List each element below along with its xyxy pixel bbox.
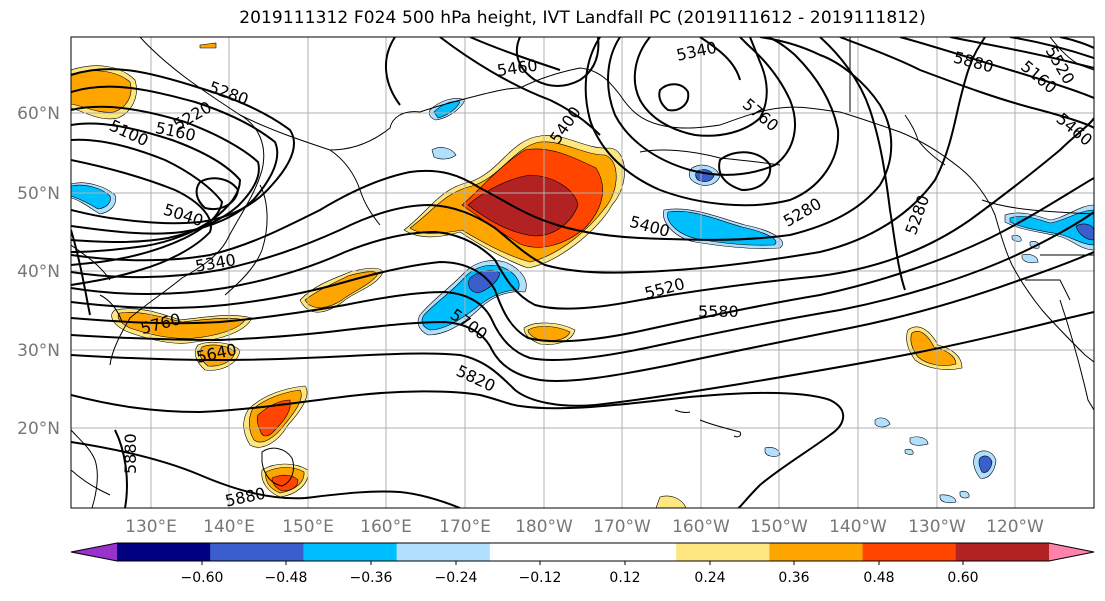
- colorbar-segment: [71, 543, 117, 561]
- colorbar-segment: [955, 543, 1050, 561]
- colorbar-outline: [70, 542, 1095, 562]
- longitude-labels: 130°E 140°E 150°E 160°E 170°E 180°W 170°…: [125, 517, 1044, 537]
- map-frame: [70, 36, 1095, 509]
- colorbar-segment: [396, 543, 491, 561]
- colorbar-ticks: [201, 561, 964, 565]
- colorbar-tick-label: 0.24: [694, 570, 725, 586]
- colorbar: −0.60 −0.48 −0.36 −0.24 −0.12 0.12 0.24 …: [70, 542, 1095, 586]
- contour-label: 5580: [698, 302, 739, 321]
- lon-label: 160°E: [360, 517, 412, 537]
- colorbar-tick-label: −0.60: [181, 570, 224, 586]
- lon-label: 140°W: [829, 517, 887, 537]
- lon-label: 130°E: [125, 517, 177, 537]
- lon-label: 160°W: [672, 517, 730, 537]
- lat-label: 50°N: [17, 184, 60, 204]
- lon-label: 130°W: [908, 517, 966, 537]
- colorbar-tick-label: −0.12: [519, 570, 562, 586]
- graticule: [71, 37, 1094, 508]
- ivt-positive-shading: [71, 42, 963, 508]
- lon-label: 150°E: [282, 517, 334, 537]
- lat-label: 60°N: [17, 104, 60, 124]
- colorbar-tick-label: −0.36: [350, 570, 393, 586]
- contour-label: 5880: [121, 433, 140, 474]
- lat-label: 20°N: [17, 419, 60, 439]
- latitude-labels: 60°N 50°N 40°N 30°N 20°N: [17, 104, 60, 439]
- lon-label: 170°E: [439, 517, 491, 537]
- colorbar-segment: [1049, 543, 1094, 561]
- colorbar-tick-label: 0.60: [947, 570, 978, 586]
- colorbar-segment: [862, 543, 957, 561]
- map-content: [71, 37, 1094, 508]
- colorbar-segment: [489, 543, 584, 561]
- colorbar-segment: [303, 543, 398, 561]
- ivt-negative-shading: [71, 98, 1094, 504]
- height-contours: [71, 37, 1094, 508]
- lon-label: 170°W: [593, 517, 651, 537]
- colorbar-segment: [676, 543, 770, 561]
- colorbar-tick-labels: −0.60 −0.48 −0.36 −0.24 −0.12 0.12 0.24 …: [181, 570, 979, 586]
- colorbar-tick-label: −0.48: [265, 570, 308, 586]
- colorbar-tick-label: 0.12: [609, 570, 640, 586]
- lon-label: 180°W: [515, 517, 573, 537]
- map-background: [71, 37, 1094, 508]
- colorbar-tick-label: −0.24: [435, 570, 478, 586]
- colorbar-segment: [583, 543, 677, 561]
- colorbar-segment: [117, 543, 211, 561]
- lon-label: 140°E: [203, 517, 255, 537]
- colorbar-segments: [71, 543, 1094, 561]
- lat-label: 40°N: [17, 262, 60, 282]
- colorbar-tick-label: 0.36: [778, 570, 809, 586]
- colorbar-segment: [210, 543, 304, 561]
- lon-label: 120°W: [986, 517, 1044, 537]
- map-title: 2019111312 F024 500 hPa height, IVT Land…: [239, 8, 926, 28]
- colorbar-segment: [769, 543, 864, 561]
- colorbar-tick-label: 0.48: [863, 570, 894, 586]
- lon-label: 150°W: [750, 517, 808, 537]
- lat-label: 30°N: [17, 341, 60, 361]
